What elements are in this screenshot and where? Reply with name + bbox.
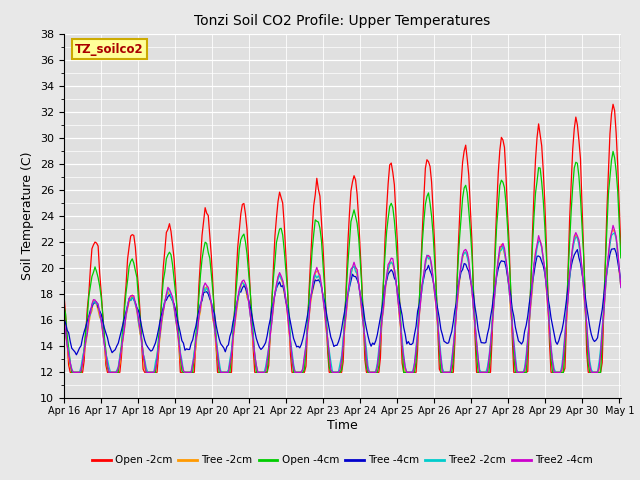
Open -2cm	[255, 370, 263, 375]
Line: Tree2 -4cm: Tree2 -4cm	[64, 226, 621, 372]
Tree -2cm	[609, 227, 617, 232]
Tree2 -4cm	[130, 293, 138, 299]
Tree -4cm	[130, 297, 138, 302]
Open -4cm	[255, 370, 263, 375]
Tree2 -2cm	[70, 370, 77, 375]
Tree -4cm	[305, 304, 313, 310]
Open -4cm	[246, 288, 254, 293]
Tree2 -4cm	[588, 370, 595, 375]
Open -4cm	[60, 302, 68, 308]
Tree2 -2cm	[255, 370, 263, 375]
Open -4cm	[617, 255, 625, 261]
Tree2 -2cm	[130, 296, 138, 302]
Tree2 -2cm	[588, 367, 595, 372]
Tree -2cm	[617, 284, 625, 290]
Open -2cm	[588, 370, 595, 375]
Open -2cm	[60, 292, 68, 298]
Tree -2cm	[60, 323, 68, 329]
Open -4cm	[130, 260, 138, 266]
Tree2 -4cm	[228, 351, 236, 357]
Open -2cm	[130, 232, 138, 238]
Tree -2cm	[70, 370, 77, 375]
Tree -2cm	[588, 370, 595, 375]
Tree2 -2cm	[228, 347, 236, 353]
Tree2 -4cm	[70, 370, 77, 375]
Open -4cm	[228, 350, 236, 356]
Tree2 -2cm	[611, 230, 618, 236]
Line: Tree -4cm: Tree -4cm	[64, 249, 621, 355]
Tree2 -2cm	[60, 321, 68, 327]
Open -2cm	[617, 245, 625, 251]
Tree -2cm	[305, 314, 313, 320]
Tree -4cm	[617, 277, 625, 283]
Tree -4cm	[255, 345, 263, 350]
Tree2 -2cm	[246, 311, 254, 317]
Legend: Open -2cm, Tree -2cm, Open -4cm, Tree -4cm, Tree2 -2cm, Tree2 -4cm: Open -2cm, Tree -2cm, Open -4cm, Tree -4…	[88, 451, 597, 469]
Tree -2cm	[255, 370, 263, 375]
Open -2cm	[305, 287, 313, 293]
Open -2cm	[609, 101, 617, 107]
Tree2 -4cm	[305, 314, 313, 320]
Tree2 -4cm	[609, 223, 617, 228]
Open -2cm	[246, 287, 254, 293]
Tree -4cm	[588, 332, 595, 337]
Tree2 -2cm	[617, 285, 625, 290]
Line: Tree2 -2cm: Tree2 -2cm	[64, 233, 621, 372]
Open -4cm	[588, 370, 595, 375]
Open -2cm	[67, 370, 74, 375]
Tree2 -4cm	[246, 311, 254, 316]
Tree2 -4cm	[617, 284, 625, 290]
Open -4cm	[68, 370, 76, 375]
Tree -4cm	[228, 329, 236, 335]
Tree -2cm	[228, 350, 236, 356]
Tree2 -4cm	[60, 319, 68, 324]
Title: Tonzi Soil CO2 Profile: Upper Temperatures: Tonzi Soil CO2 Profile: Upper Temperatur…	[195, 14, 490, 28]
Tree2 -4cm	[255, 370, 263, 375]
Y-axis label: Soil Temperature (C): Soil Temperature (C)	[22, 152, 35, 280]
Open -4cm	[305, 295, 313, 300]
Tree -4cm	[72, 352, 80, 358]
Line: Open -4cm: Open -4cm	[64, 151, 621, 372]
Tree -2cm	[246, 310, 254, 316]
Tree -4cm	[611, 246, 618, 252]
X-axis label: Time: Time	[327, 419, 358, 432]
Line: Tree -2cm: Tree -2cm	[64, 229, 621, 372]
Tree -4cm	[60, 316, 68, 322]
Tree -4cm	[246, 303, 254, 309]
Tree -2cm	[130, 296, 138, 301]
Open -4cm	[609, 148, 617, 154]
Open -2cm	[228, 370, 236, 375]
Text: TZ_soilco2: TZ_soilco2	[75, 43, 144, 56]
Tree2 -2cm	[305, 311, 313, 316]
Line: Open -2cm: Open -2cm	[64, 104, 621, 372]
